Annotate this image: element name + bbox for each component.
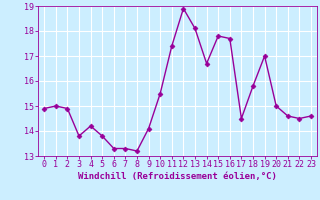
X-axis label: Windchill (Refroidissement éolien,°C): Windchill (Refroidissement éolien,°C) bbox=[78, 172, 277, 181]
